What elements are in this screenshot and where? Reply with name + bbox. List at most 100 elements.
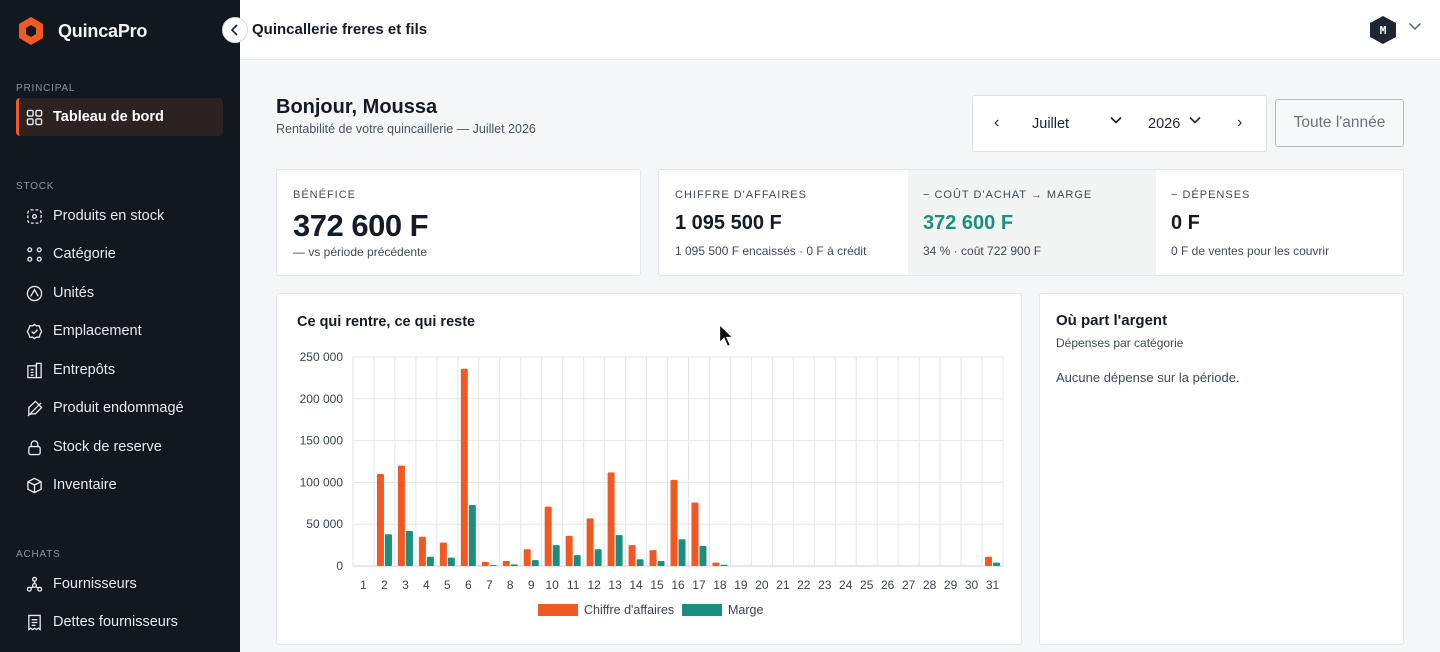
- bar-chiffre-affaires: [712, 562, 720, 566]
- sidebar-item-dashboard[interactable]: Tableau de bord: [16, 98, 223, 136]
- chevron-down-icon[interactable]: [1408, 22, 1422, 31]
- sidebar-item-label: Fournisseurs: [53, 576, 137, 592]
- x-tick-label: 29: [944, 578, 958, 592]
- sidebar-item-inventaire[interactable]: Inventaire: [16, 466, 223, 504]
- building-icon: [27, 362, 42, 378]
- x-tick-label: 14: [629, 578, 643, 592]
- mouse-cursor-icon: [718, 323, 735, 348]
- x-tick-label: 18: [713, 578, 727, 592]
- y-tick-label: 250 000: [300, 350, 344, 364]
- chart-title: Ce qui rentre, ce qui reste: [297, 314, 476, 330]
- bar-chiffre-affaires: [649, 550, 657, 566]
- app-name: QuincaPro: [58, 20, 148, 41]
- sidebar-item-categorie[interactable]: Catégorie: [16, 235, 223, 273]
- x-tick-label: 11: [567, 578, 580, 592]
- y-tick-label: 0: [336, 559, 343, 573]
- month-select[interactable]: Juillet: [1032, 116, 1070, 132]
- bar-chiffre-affaires: [544, 506, 552, 566]
- x-tick-label: 24: [839, 578, 853, 592]
- expenses-title: Où part l'argent: [1056, 312, 1168, 329]
- sidebar-item-entrepots[interactable]: Entrepôts: [16, 351, 223, 389]
- avatar[interactable]: M: [1368, 15, 1398, 45]
- chevron-down-icon[interactable]: [1110, 116, 1122, 125]
- kpi-note: 34 % · coût 722 900 F: [923, 244, 1042, 258]
- sidebar-item-fournisseurs[interactable]: Fournisseurs: [16, 565, 223, 603]
- bar-chiffre-affaires: [607, 472, 615, 566]
- year-select[interactable]: 2026: [1148, 116, 1181, 132]
- sidebar-item-label: Inventaire: [53, 477, 117, 493]
- sidebar-item-label: Stock de reserve: [53, 439, 162, 455]
- x-tick-label: 12: [587, 578, 601, 592]
- chevron-left-icon: [230, 24, 238, 36]
- sidebar-item-produits[interactable]: Produits en stock: [16, 197, 223, 235]
- sidebar-item-reserve[interactable]: Stock de reserve: [16, 428, 223, 466]
- x-tick-label: 2: [381, 578, 388, 592]
- bar-marge: [384, 534, 392, 566]
- marge-highlight: [908, 170, 1156, 275]
- collapse-sidebar-button[interactable]: [222, 17, 248, 43]
- bar-chiffre-affaires: [502, 560, 510, 566]
- box-dashed-icon: [27, 208, 42, 224]
- kpi-label: − COÛT D'ACHAT → MARGE: [923, 189, 1093, 201]
- lock-icon: [28, 439, 41, 455]
- network-icon: [26, 576, 43, 592]
- x-tick-label: 28: [923, 578, 937, 592]
- x-tick-label: 31: [986, 578, 1000, 592]
- hexagon-logo-icon: [19, 17, 43, 45]
- expenses-subtitle: Dépenses par catégorie: [1056, 336, 1184, 350]
- bar-marge: [573, 555, 581, 566]
- legend-label: Marge: [728, 603, 763, 617]
- bar-chiffre-affaires: [523, 549, 531, 566]
- revenue-chart-card: Ce qui rentre, ce qui reste 0 50 000 100 0…: [276, 293, 1022, 645]
- x-tick-label: 22: [797, 578, 811, 592]
- x-tick-label: 20: [755, 578, 769, 592]
- x-tick-label: 26: [881, 578, 895, 592]
- x-tick-label: 9: [528, 578, 535, 592]
- dots-grid-icon: [27, 246, 42, 262]
- legend-label: Chiffre d'affaires: [584, 603, 674, 617]
- kpi-value: 0 F: [1171, 212, 1200, 234]
- x-tick-label: 10: [546, 578, 560, 592]
- bar-chiffre-affaires: [418, 536, 426, 566]
- sidebar-item-unites[interactable]: Unités: [16, 274, 223, 312]
- x-tick-label: 21: [776, 578, 790, 592]
- sidebar-item-dettes[interactable]: Dettes fournisseurs: [16, 603, 223, 641]
- kpi-card-breakdown: CHIFFRE D'AFFAIRES 1 095 500 F 1 095 500…: [658, 169, 1404, 276]
- x-tick-label: 15: [650, 578, 664, 592]
- check-badge-icon: [26, 323, 43, 339]
- grid-icon: [26, 109, 43, 125]
- sidebar-item-label: Produits en stock: [53, 208, 165, 224]
- sidebar-item-emplacement[interactable]: Emplacement: [16, 312, 223, 350]
- store-name: Quincallerie freres et fils: [252, 21, 428, 38]
- broken-tag-icon: [27, 399, 43, 417]
- kpi-value: 372 600 F: [293, 208, 429, 243]
- x-tick-label: 7: [486, 578, 493, 592]
- bar-marge: [657, 560, 665, 566]
- x-tick-label: 30: [965, 578, 979, 592]
- sidebar: QuincaPro PRINCIPAL Tableau de bord STOC…: [0, 0, 240, 652]
- sidebar-item-label: Produit endommagé: [53, 400, 184, 416]
- avatar-hexagon-icon: [1370, 16, 1396, 44]
- avatar-initial: M: [1379, 23, 1387, 37]
- expenses-empty-message: Aucune dépense sur la période.: [1056, 370, 1240, 385]
- bar-marge: [594, 549, 602, 566]
- sidebar-item-label: Unités: [53, 285, 95, 301]
- receipt-icon: [28, 614, 41, 631]
- bar-chiffre-affaires: [397, 465, 405, 566]
- next-month-button[interactable]: ›: [1237, 114, 1243, 131]
- bar-chiffre-affaires: [670, 479, 678, 566]
- brand[interactable]: QuincaPro: [16, 16, 147, 46]
- kpi-label: − DÉPENSES: [1171, 189, 1251, 201]
- prev-month-button[interactable]: ‹: [994, 114, 1000, 131]
- sidebar-item-endommage[interactable]: Produit endommagé: [16, 389, 223, 427]
- sidebar-item-label: Emplacement: [53, 323, 142, 339]
- full-year-button[interactable]: Toute l'année: [1275, 99, 1404, 147]
- chevron-down-icon[interactable]: [1189, 116, 1201, 125]
- bar-chiffre-affaires: [460, 368, 468, 566]
- scale-icon: [26, 285, 43, 301]
- bar-marge: [510, 564, 518, 566]
- x-tick-label: 17: [692, 578, 706, 592]
- x-tick-label: 27: [902, 578, 916, 592]
- top-header: Quincallerie freres et fils M: [222, 0, 1440, 60]
- bar-marge: [678, 539, 686, 566]
